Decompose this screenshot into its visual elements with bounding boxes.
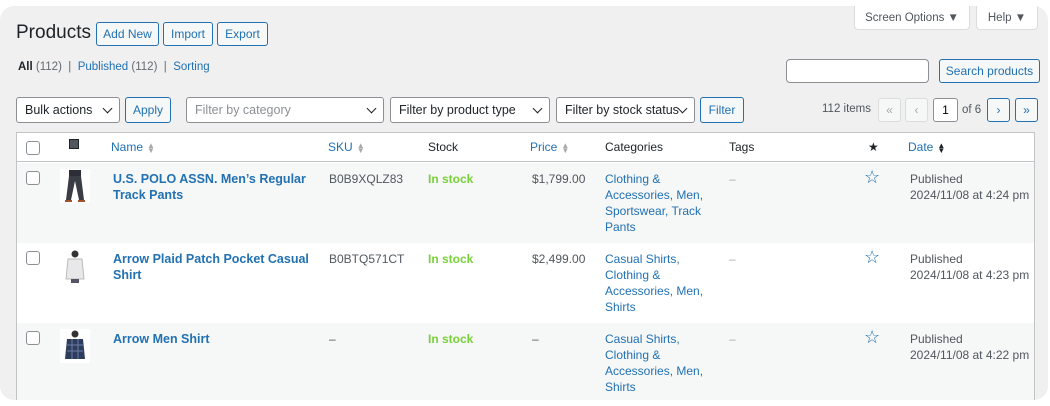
table-row: U.S. POLO ASSN. Men’s Regular Track Pant… (17, 163, 1034, 243)
items-count: 112 items (822, 103, 872, 115)
column-stock: Stock (428, 140, 459, 154)
bulk-actions-select[interactable]: Bulk actions (16, 97, 120, 123)
stock-status: In stock (428, 332, 474, 346)
search-input[interactable] (786, 59, 929, 83)
chevron-down-icon (366, 103, 377, 113)
product-thumbnail[interactable] (60, 329, 90, 363)
filter-type-label: Filter by product type (399, 103, 516, 117)
apply-button[interactable]: Apply (125, 97, 171, 123)
sku: – (329, 332, 336, 346)
chevron-down-icon (677, 103, 688, 113)
column-price[interactable]: Price ▲ ▼ (530, 140, 570, 155)
featured-star-icon[interactable]: ☆ (864, 247, 881, 267)
current-page-input[interactable] (933, 98, 958, 122)
screen-options-button[interactable]: Screen Options ▼ (854, 6, 970, 30)
view-sorting[interactable]: Sorting (173, 61, 210, 73)
product-name-link[interactable]: U.S. POLO ASSN. Men’s Regular Track Pant… (113, 172, 306, 202)
tags: – (729, 172, 736, 186)
bulk-actions-label: Bulk actions (25, 103, 93, 117)
date: Published 2024/11/08 at 4:22 pm (910, 331, 1029, 363)
date: Published 2024/11/08 at 4:23 pm (910, 251, 1029, 283)
products-table: Name ▲ ▼ SKU ▲ ▼ Stock Price ▲ ▼ Categories Ta… (16, 132, 1035, 400)
price: $2,499.00 (532, 252, 586, 266)
publish-date: 2024/11/08 at 4:23 pm (910, 268, 1030, 282)
column-categories: Categories (605, 140, 664, 154)
row-checkbox[interactable] (26, 251, 40, 265)
tags: – (729, 252, 736, 266)
page-title: Products (16, 22, 91, 43)
stock-status: In stock (428, 172, 474, 186)
import-button[interactable]: Import (163, 22, 213, 46)
tags: – (729, 332, 736, 346)
filter-button[interactable]: Filter (700, 97, 744, 123)
categories-links[interactable]: Casual Shirts, Clothing & Accessories, M… (605, 252, 704, 314)
publish-date: 2024/11/08 at 4:24 pm (910, 188, 1030, 202)
export-button[interactable]: Export (217, 22, 268, 46)
row-checkbox[interactable] (26, 171, 40, 185)
total-pages: of 6 (962, 104, 982, 116)
column-date[interactable]: Date ▲ ▼ (908, 140, 946, 155)
next-page-button[interactable]: › (987, 98, 1010, 122)
filter-product-type-select[interactable]: Filter by product type (390, 97, 550, 123)
view-published-count: (112) (131, 61, 158, 73)
table-row: Arrow Plaid Patch Pocket Casual Shirt B0… (17, 243, 1034, 323)
publish-status: Published (910, 252, 963, 266)
chevron-down-icon (532, 103, 543, 113)
product-thumbnail[interactable] (60, 249, 90, 283)
filter-category-label: Filter by category (195, 103, 291, 117)
add-new-button[interactable]: Add New (96, 22, 159, 46)
publish-status: Published (910, 332, 963, 346)
product-thumbnail[interactable] (60, 169, 90, 203)
select-all-checkbox[interactable] (26, 141, 40, 155)
column-name[interactable]: Name ▲ ▼ (111, 140, 155, 155)
last-page-button[interactable]: » (1015, 98, 1038, 122)
first-page-button[interactable]: « (878, 98, 901, 122)
view-all-count: (112) (35, 61, 62, 73)
stock-status: In stock (428, 252, 474, 266)
product-name-link[interactable]: Arrow Men Shirt (113, 332, 210, 346)
products-page: Screen Options ▼ Help ▼ Products Add New… (0, 6, 1048, 400)
table-row: Arrow Men Shirt – In stock – Casual Shir… (17, 323, 1034, 400)
categories-links[interactable]: Casual Shirts, Clothing & Accessories, M… (605, 332, 704, 394)
image-icon (69, 139, 79, 149)
product-name-link[interactable]: Arrow Plaid Patch Pocket Casual Shirt (113, 252, 309, 282)
prev-page-button[interactable]: ‹ (905, 98, 928, 122)
table-header: Name ▲ ▼ SKU ▲ ▼ Stock Price ▲ ▼ Categories Ta… (17, 133, 1034, 162)
row-checkbox[interactable] (26, 331, 40, 345)
filter-category-select[interactable]: Filter by category (186, 97, 384, 123)
sku: B0BTQ571CT (329, 252, 405, 266)
categories-links[interactable]: Clothing & Accessories, Men, Sportswear,… (605, 172, 704, 234)
column-sku[interactable]: SKU ▲ ▼ (328, 140, 365, 155)
column-featured-star-icon[interactable]: ★ (868, 140, 879, 154)
featured-star-icon[interactable]: ☆ (864, 167, 881, 187)
price: $1,799.00 (532, 172, 586, 186)
help-button[interactable]: Help ▼ (976, 6, 1038, 30)
filter-stock-status-select[interactable]: Filter by stock status (556, 97, 695, 123)
date: Published 2024/11/08 at 4:24 pm (910, 171, 1029, 203)
search-products-button[interactable]: Search products (939, 59, 1040, 83)
column-tags: Tags (729, 140, 755, 154)
publish-status: Published (910, 172, 963, 186)
publish-date: 2024/11/08 at 4:22 pm (910, 348, 1030, 362)
chevron-down-icon (102, 103, 113, 113)
filter-stock-label: Filter by stock status (565, 103, 679, 117)
sku: B0B9XQLZ83 (329, 172, 404, 186)
featured-star-icon[interactable]: ☆ (864, 327, 881, 347)
view-all[interactable]: All (18, 61, 33, 73)
view-filters: All (112) | Published (112) | Sorting (18, 61, 210, 73)
price: – (532, 332, 539, 346)
view-published[interactable]: Published (77, 61, 129, 73)
